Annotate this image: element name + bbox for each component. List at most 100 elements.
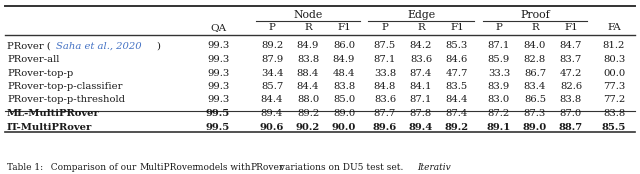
Text: MultiPRover: MultiPRover <box>139 163 196 172</box>
Text: 83.0: 83.0 <box>488 96 510 105</box>
Text: R: R <box>531 23 539 33</box>
Text: Comparison of our: Comparison of our <box>45 163 140 172</box>
Text: 87.3: 87.3 <box>524 109 546 118</box>
Text: 88.0: 88.0 <box>297 96 319 105</box>
Text: 33.8: 33.8 <box>374 69 396 77</box>
Text: Saha et al., 2020: Saha et al., 2020 <box>56 42 141 50</box>
Text: 83.8: 83.8 <box>297 55 319 64</box>
Text: 85.3: 85.3 <box>446 42 468 50</box>
Text: P: P <box>269 23 275 33</box>
Text: 84.0: 84.0 <box>524 42 546 50</box>
Text: 87.1: 87.1 <box>374 55 396 64</box>
Text: 85.7: 85.7 <box>261 82 283 91</box>
Text: 99.5: 99.5 <box>206 109 230 118</box>
Text: PRover: PRover <box>250 163 284 172</box>
Text: 83.4: 83.4 <box>524 82 546 91</box>
Text: 89.1: 89.1 <box>487 122 511 132</box>
Text: Iterativ: Iterativ <box>417 163 451 172</box>
Text: 48.4: 48.4 <box>333 69 355 77</box>
Text: Edge: Edge <box>407 10 435 20</box>
Text: 88.7: 88.7 <box>559 122 583 132</box>
Text: 87.9: 87.9 <box>261 55 283 64</box>
Text: P: P <box>495 23 502 33</box>
Text: 00.0: 00.0 <box>603 69 625 77</box>
Text: 84.1: 84.1 <box>410 82 432 91</box>
Text: PRover-top-p-classifier: PRover-top-p-classifier <box>7 82 122 91</box>
Text: 84.9: 84.9 <box>297 42 319 50</box>
Text: 99.5: 99.5 <box>206 122 230 132</box>
Text: 85.5: 85.5 <box>602 122 626 132</box>
Text: 89.6: 89.6 <box>373 122 397 132</box>
Text: ML-MultiPRover: ML-MultiPRover <box>7 109 100 118</box>
Text: 84.2: 84.2 <box>410 42 432 50</box>
Text: F1: F1 <box>564 23 578 33</box>
Text: 89.4: 89.4 <box>409 122 433 132</box>
Text: 87.1: 87.1 <box>410 96 432 105</box>
Text: 84.4: 84.4 <box>297 82 319 91</box>
Text: Proof: Proof <box>520 10 550 20</box>
Text: 87.7: 87.7 <box>374 109 396 118</box>
Text: 82.6: 82.6 <box>560 82 582 91</box>
Text: 90.2: 90.2 <box>296 122 320 132</box>
Text: 80.3: 80.3 <box>603 55 625 64</box>
Text: R: R <box>304 23 312 33</box>
Text: models with: models with <box>192 163 253 172</box>
Text: 84.4: 84.4 <box>445 96 468 105</box>
Text: 85.9: 85.9 <box>488 55 510 64</box>
Text: 84.8: 84.8 <box>374 82 396 91</box>
Text: 77.3: 77.3 <box>603 82 625 91</box>
Text: 99.3: 99.3 <box>207 69 229 77</box>
Text: 88.4: 88.4 <box>297 69 319 77</box>
Text: F1: F1 <box>337 23 351 33</box>
Text: 83.7: 83.7 <box>560 55 582 64</box>
Text: 86.7: 86.7 <box>524 69 546 77</box>
Text: 83.8: 83.8 <box>560 96 582 105</box>
Text: 89.2: 89.2 <box>261 42 283 50</box>
Text: PRover-top-p: PRover-top-p <box>7 69 73 77</box>
Text: 83.9: 83.9 <box>488 82 510 91</box>
Text: 99.3: 99.3 <box>207 82 229 91</box>
Text: 82.8: 82.8 <box>524 55 546 64</box>
Text: 81.2: 81.2 <box>603 42 625 50</box>
Text: 84.6: 84.6 <box>446 55 468 64</box>
Text: ): ) <box>156 42 160 50</box>
Text: 84.9: 84.9 <box>333 55 355 64</box>
Text: PRover-all: PRover-all <box>7 55 60 64</box>
Text: 87.0: 87.0 <box>560 109 582 118</box>
Text: 77.2: 77.2 <box>603 96 625 105</box>
Text: 89.0: 89.0 <box>333 109 355 118</box>
Text: 87.4: 87.4 <box>446 109 468 118</box>
Text: 87.4: 87.4 <box>410 69 432 77</box>
Text: Table 1:: Table 1: <box>7 163 43 172</box>
Text: 89.2: 89.2 <box>297 109 319 118</box>
Text: 85.0: 85.0 <box>333 96 355 105</box>
Text: 86.5: 86.5 <box>524 96 546 105</box>
Text: 86.0: 86.0 <box>333 42 355 50</box>
Text: PRover (: PRover ( <box>7 42 51 50</box>
Text: 89.0: 89.0 <box>523 122 547 132</box>
Text: 99.3: 99.3 <box>207 42 229 50</box>
Text: 83.8: 83.8 <box>603 109 625 118</box>
Text: F1: F1 <box>450 23 464 33</box>
Text: 33.3: 33.3 <box>488 69 510 77</box>
Text: 89.4: 89.4 <box>261 109 283 118</box>
Text: IT-MultiPRover: IT-MultiPRover <box>7 122 92 132</box>
Text: 87.5: 87.5 <box>374 42 396 50</box>
Text: variations on DU5 test set.: variations on DU5 test set. <box>277 163 412 172</box>
Text: 87.1: 87.1 <box>488 42 510 50</box>
Text: QA: QA <box>210 23 226 33</box>
Text: 84.4: 84.4 <box>260 96 284 105</box>
Text: FA: FA <box>607 23 621 33</box>
Text: 99.3: 99.3 <box>207 55 229 64</box>
Text: 99.3: 99.3 <box>207 96 229 105</box>
Text: R: R <box>417 23 425 33</box>
Text: 47.2: 47.2 <box>560 69 582 77</box>
Text: 83.6: 83.6 <box>374 96 396 105</box>
Text: 87.2: 87.2 <box>488 109 510 118</box>
Text: 34.4: 34.4 <box>260 69 284 77</box>
Text: 90.6: 90.6 <box>260 122 284 132</box>
Text: 90.0: 90.0 <box>332 122 356 132</box>
Text: 89.2: 89.2 <box>445 122 469 132</box>
Text: PRover-top-p-threshold: PRover-top-p-threshold <box>7 96 125 105</box>
Text: 83.5: 83.5 <box>446 82 468 91</box>
